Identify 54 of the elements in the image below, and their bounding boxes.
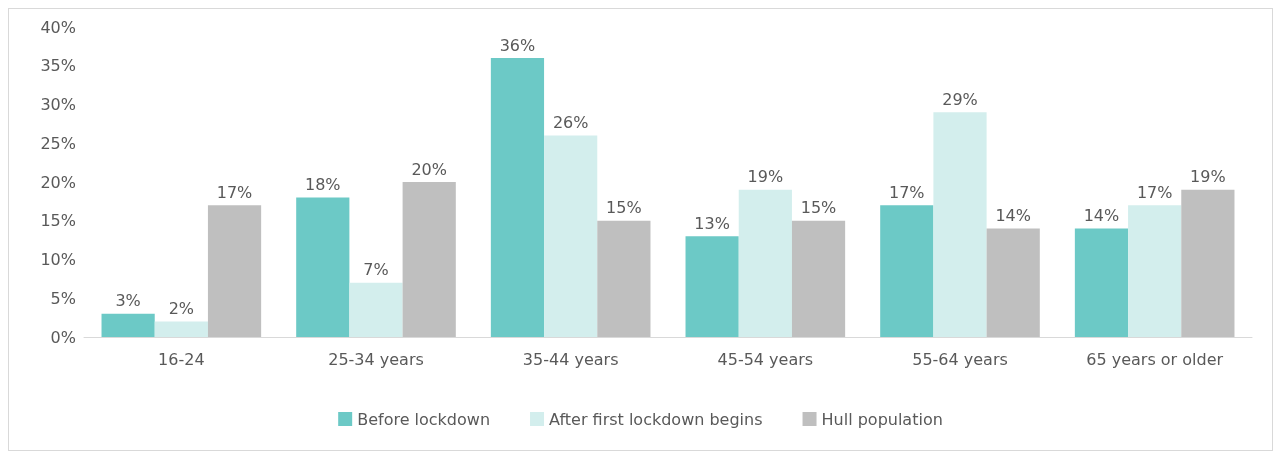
bar	[1074, 228, 1129, 337]
y-tick-label: 0%	[50, 327, 76, 347]
data-label: 2%	[168, 299, 195, 318]
y-tick-label: 20%	[40, 172, 76, 192]
bar	[490, 58, 545, 337]
data-label: 19%	[1190, 167, 1226, 187]
y-tick-label: 25%	[40, 133, 76, 153]
y-tick-label: 15%	[40, 211, 76, 231]
bar	[402, 182, 456, 337]
x-tick-label: 35-44 years	[522, 349, 619, 369]
x-tick-label: 55-64 years	[912, 349, 1008, 369]
x-tick-label: 45-54 years	[717, 349, 814, 369]
bar	[349, 282, 403, 337]
bar	[880, 205, 934, 337]
y-tick-label: 5%	[50, 288, 76, 308]
bar	[1181, 189, 1235, 337]
data-label: 19%	[747, 167, 784, 187]
bar	[986, 228, 1040, 337]
bar	[207, 205, 262, 337]
bar	[296, 197, 350, 337]
data-label: 17%	[216, 182, 253, 202]
bar	[1128, 205, 1182, 337]
data-label: 15%	[800, 198, 837, 218]
data-label: 18%	[305, 175, 341, 194]
bar	[933, 112, 987, 337]
data-label: 7%	[363, 260, 389, 280]
bar	[738, 189, 792, 337]
data-label: 26%	[552, 113, 589, 132]
bar	[597, 220, 651, 337]
legend-label: Hull population	[821, 409, 943, 429]
x-tick-label: 65 years or older	[1086, 349, 1224, 369]
x-tick-label: 16-24	[158, 349, 205, 369]
data-label: 3%	[115, 291, 141, 311]
data-label: 17%	[1136, 182, 1173, 202]
x-tick-label: 25-34 years	[328, 349, 424, 369]
y-tick-label: 35%	[40, 56, 76, 76]
data-label: 17%	[889, 182, 925, 202]
y-tick-label: 10%	[40, 250, 76, 269]
data-label: 15%	[606, 198, 642, 218]
bar	[791, 220, 846, 337]
bar	[685, 236, 739, 337]
data-label: 20%	[411, 159, 447, 179]
legend-label: After first lockdown begins	[549, 409, 763, 429]
data-label: 14%	[1083, 206, 1120, 225]
data-label: 13%	[694, 213, 730, 233]
data-label: 36%	[499, 35, 536, 55]
bar	[544, 135, 598, 337]
legend-label: Before lockdown	[357, 409, 491, 429]
data-label: 29%	[942, 89, 978, 109]
y-tick-label: 30%	[40, 95, 76, 114]
data-label: 14%	[995, 206, 1031, 225]
bar	[101, 313, 155, 337]
bar	[154, 321, 208, 337]
y-tick-label: 40%	[40, 17, 76, 37]
